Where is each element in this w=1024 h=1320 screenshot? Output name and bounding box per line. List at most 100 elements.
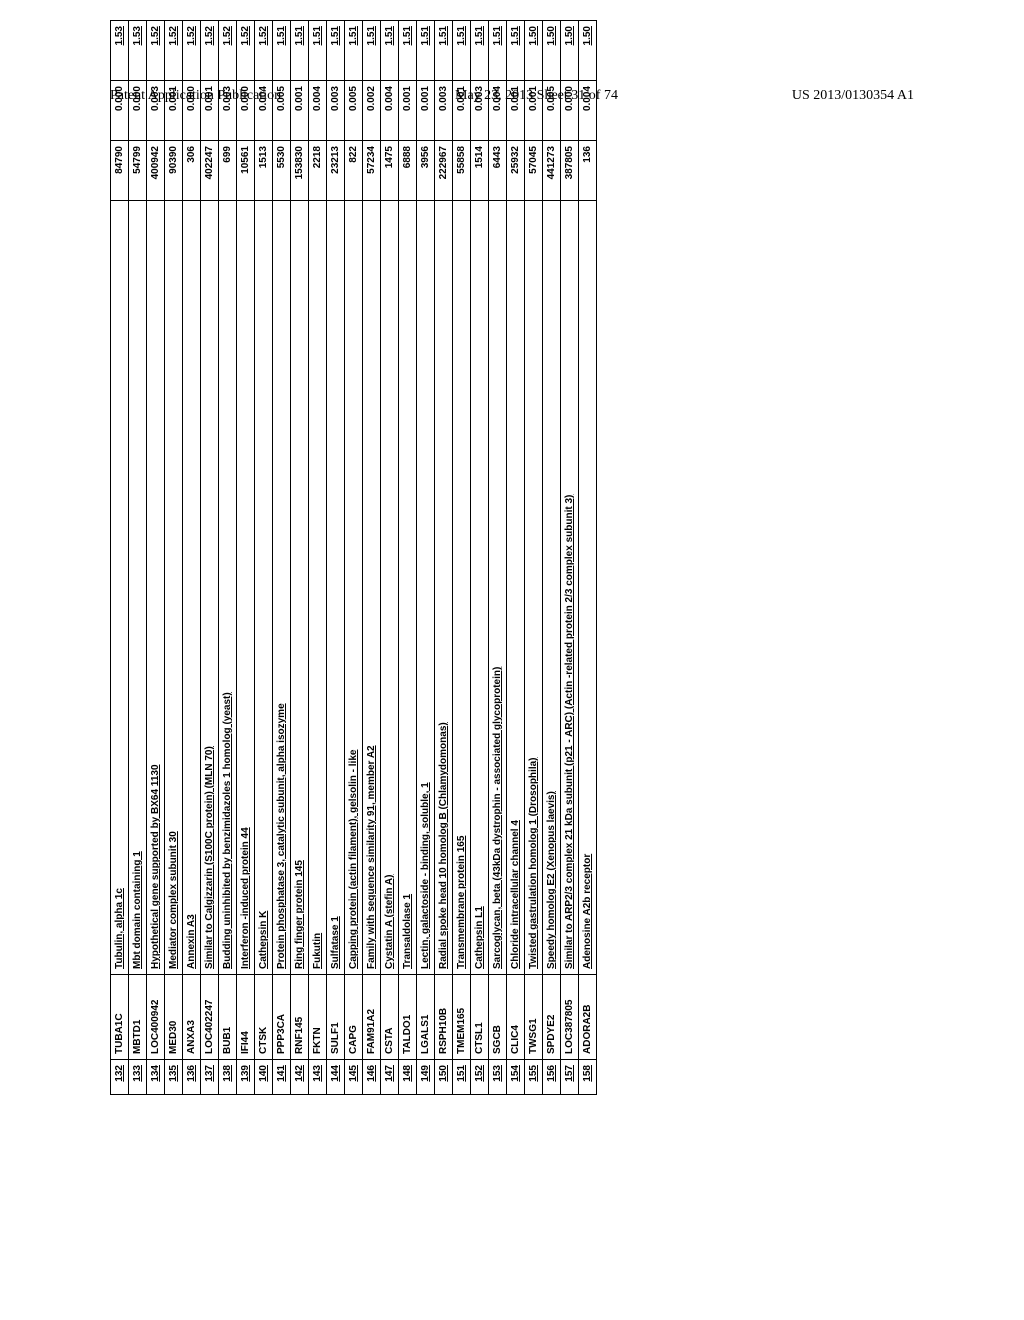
gene-description-cell: Cathepsin K [255,201,273,975]
gene-description-cell: Capping protein (actin filament), gelsol… [345,201,363,975]
row-number-cell: 149 [417,1060,435,1095]
gene-symbol-cell: SGCB [489,975,507,1060]
row-number-cell: 156 [543,1060,561,1095]
gene-id-cell: 1514 [471,141,489,201]
gene-symbol-cell: TALDO1 [399,975,417,1060]
gene-description-cell: Interferon -induced protein 44 [237,201,255,975]
row-number-cell: 148 [399,1060,417,1095]
gene-symbol-cell: SULF1 [327,975,345,1060]
table-row: 146FAM91A2Family with sequence similarit… [363,21,381,1095]
gene-description-cell: Twisted gastrulation homolog 1 (Drosophi… [525,201,543,975]
gene-symbol-cell: CAPG [345,975,363,1060]
pvalue-cell: 0.003 [435,81,453,141]
row-number-cell: 147 [381,1060,399,1095]
gene-symbol-cell: TWSG1 [525,975,543,1060]
fold-cell: 1.51 [309,21,327,81]
fold-cell: 1.51 [381,21,399,81]
table-row: 151TMEM165Transmembrane protein 16555858… [453,21,471,1095]
pvalue-cell: 0.000 [237,81,255,141]
row-number-cell: 145 [345,1060,363,1095]
fold-cell: 1.51 [327,21,345,81]
row-number-cell: 155 [525,1060,543,1095]
table-row: 149LGALS1Lectin, galactoside - binding, … [417,21,435,1095]
pvalue-cell: 0.003 [471,81,489,141]
pvalue-cell: 0.001 [165,81,183,141]
gene-id-cell: 1475 [381,141,399,201]
gene-id-cell: 822 [345,141,363,201]
gene-description-cell: Family with sequence similarity 91, memb… [363,201,381,975]
gene-symbol-cell: MBTD1 [129,975,147,1060]
pvalue-cell: 0.004 [579,81,597,141]
table-row: 154CLIC4Chloride intracellular channel 4… [507,21,525,1095]
gene-description-cell: Similar to ARP2/3 complex 21 kDa subunit… [561,201,579,975]
row-number-cell: 142 [291,1060,309,1095]
gene-id-cell: 10561 [237,141,255,201]
pvalue-cell: 0.005 [543,81,561,141]
gene-symbol-cell: CTSK [255,975,273,1060]
rotated-table-wrapper: 132TUBA1CTubulin, alpha 1c847900.0001.53… [110,20,885,1095]
gene-symbol-cell: TUBA1C [111,975,129,1060]
pvalue-cell: 0.004 [489,81,507,141]
gene-description-cell: Transaldolase 1 [399,201,417,975]
fold-cell: 1.52 [237,21,255,81]
fold-cell: 1.51 [489,21,507,81]
gene-symbol-cell: LOC387805 [561,975,579,1060]
gene-description-cell: Mbt domain containing 1 [129,201,147,975]
table-row: 133MBTD1Mbt domain containing 1547990.00… [129,21,147,1095]
fold-cell: 1.51 [417,21,435,81]
row-number-cell: 146 [363,1060,381,1095]
pvalue-cell: 0.001 [399,81,417,141]
gene-id-cell: 136 [579,141,597,201]
gene-data-table: 132TUBA1CTubulin, alpha 1c847900.0001.53… [110,20,597,1095]
table-row: 132TUBA1CTubulin, alpha 1c847900.0001.53 [111,21,129,1095]
pvalue-cell: 0.003 [219,81,237,141]
gene-symbol-cell: CTSL1 [471,975,489,1060]
gene-id-cell: 306 [183,141,201,201]
gene-description-cell: Budding uninhibited by benzimidazoles 1 … [219,201,237,975]
gene-id-cell: 90390 [165,141,183,201]
gene-id-cell: 5530 [273,141,291,201]
table-row: 152CTSL1Cathepsin L115140.0031.51 [471,21,489,1095]
row-number-cell: 136 [183,1060,201,1095]
table-row: 145CAPGCapping protein (actin filament),… [345,21,363,1095]
gene-symbol-cell: IFI44 [237,975,255,1060]
row-number-cell: 137 [201,1060,219,1095]
pvalue-cell: 0.000 [129,81,147,141]
fold-cell: 1.51 [435,21,453,81]
table-row: 141PPP3CAProtein phosphatase 3, catalyti… [273,21,291,1095]
gene-description-cell: Sulfatase 1 [327,201,345,975]
gene-description-cell: Sarcoglycan, beta (43kDa dystrophin - as… [489,201,507,975]
gene-description-cell: Transmembrane protein 165 [453,201,471,975]
gene-id-cell: 441273 [543,141,561,201]
table-row: 147CSTACystatin A (stefin A)14750.0041.5… [381,21,399,1095]
gene-symbol-cell: TMEM165 [453,975,471,1060]
table-row: 144SULF1Sulfatase 1232130.0031.51 [327,21,345,1095]
table-row: 150RSPH10BRadial spoke head 10 homolog B… [435,21,453,1095]
fold-cell: 1.50 [561,21,579,81]
pvalue-cell: 0.000 [561,81,579,141]
gene-description-cell: Tubulin, alpha 1c [111,201,129,975]
fold-cell: 1.52 [219,21,237,81]
row-number-cell: 141 [273,1060,291,1095]
row-number-cell: 135 [165,1060,183,1095]
table-row: 138BUB1Budding uninhibited by benzimidaz… [219,21,237,1095]
fold-cell: 1.52 [255,21,273,81]
gene-description-cell: Protein phosphatase 3, catalytic subunit… [273,201,291,975]
gene-symbol-cell: CLIC4 [507,975,525,1060]
gene-symbol-cell: BUB1 [219,975,237,1060]
pvalue-cell: 0.001 [291,81,309,141]
gene-symbol-cell: LOC402247 [201,975,219,1060]
gene-description-cell: Similar to Calgizzarin (S100C protein) (… [201,201,219,975]
pvalue-cell: 0.001 [507,81,525,141]
gene-symbol-cell: FAM91A2 [363,975,381,1060]
table-row: 135MED30Mediator complex subunit 3090390… [165,21,183,1095]
pvalue-cell: 0.003 [327,81,345,141]
pvalue-cell: 0.003 [147,81,165,141]
gene-id-cell: 3956 [417,141,435,201]
pvalue-cell: 0.000 [183,81,201,141]
gene-symbol-cell: RNF145 [291,975,309,1060]
fold-cell: 1.51 [363,21,381,81]
fold-cell: 1.52 [165,21,183,81]
table-row: 156SPDYE2Speedy homolog E2 (Xenopus laev… [543,21,561,1095]
gene-description-cell: Speedy homolog E2 (Xenopus laevis) [543,201,561,975]
